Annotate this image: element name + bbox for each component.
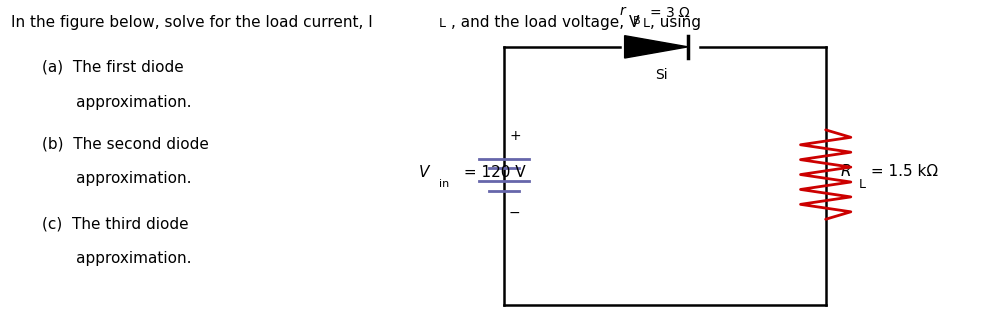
Text: (c)  The third diode: (c) The third diode bbox=[41, 216, 188, 231]
Text: = 1.5 kΩ: = 1.5 kΩ bbox=[866, 164, 938, 179]
Text: V: V bbox=[418, 166, 429, 181]
Text: (b)  The second diode: (b) The second diode bbox=[41, 136, 209, 151]
Text: approximation.: approximation. bbox=[41, 95, 192, 110]
Text: +: + bbox=[509, 129, 521, 143]
Text: −: − bbox=[509, 206, 521, 220]
Text: = 3 Ω: = 3 Ω bbox=[650, 6, 689, 20]
Text: R: R bbox=[841, 164, 852, 179]
Text: approximation.: approximation. bbox=[41, 171, 192, 186]
Text: , and the load voltage, V: , and the load voltage, V bbox=[451, 15, 639, 30]
Text: L: L bbox=[859, 178, 866, 191]
Text: r: r bbox=[620, 4, 625, 18]
Text: Si: Si bbox=[655, 67, 668, 82]
Text: B: B bbox=[633, 16, 640, 26]
Text: , using: , using bbox=[650, 15, 701, 30]
Text: = 120 V: = 120 V bbox=[459, 166, 525, 181]
Text: in: in bbox=[438, 179, 449, 189]
Text: (a)  The first diode: (a) The first diode bbox=[41, 60, 183, 75]
Text: L: L bbox=[438, 17, 446, 30]
Text: approximation.: approximation. bbox=[41, 251, 192, 266]
Text: In the figure below, solve for the load current, I: In the figure below, solve for the load … bbox=[11, 15, 373, 30]
Text: L: L bbox=[643, 17, 650, 30]
Polygon shape bbox=[625, 36, 687, 58]
